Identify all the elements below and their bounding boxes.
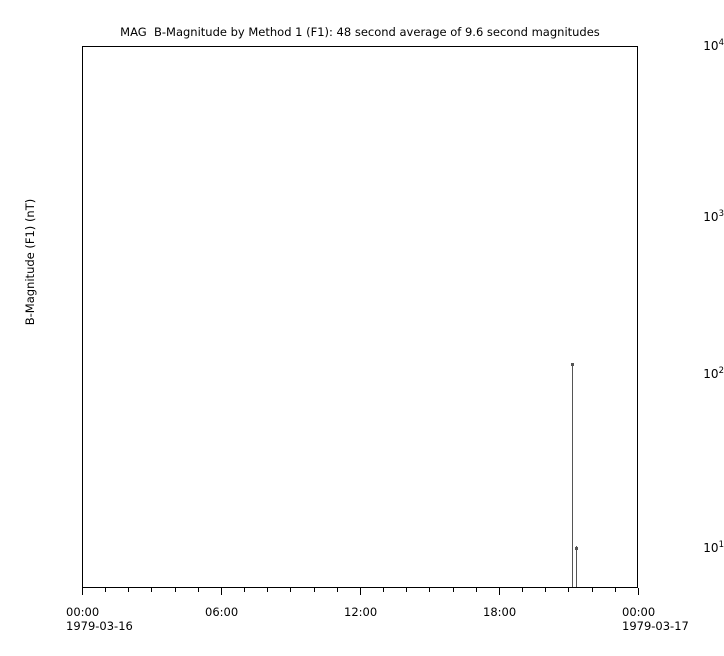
x-tick-minor (314, 588, 315, 592)
x-tick-minor (337, 588, 338, 592)
y-tick-label-10e3: 103 (703, 209, 724, 224)
data-point-marker-high (571, 363, 574, 366)
x-tick-major (360, 588, 361, 595)
x-tick-major (221, 588, 222, 595)
data-layer (83, 47, 637, 587)
data-spike-low (576, 546, 577, 587)
y-tick-label-10e4: 104 (703, 38, 724, 53)
y-tick-label-10e1: 101 (703, 540, 724, 555)
x-tick-label-1800: 18:00 (483, 605, 517, 619)
x-tick-minor (615, 588, 616, 592)
x-tick-minor (267, 588, 268, 592)
x-tick-minor (406, 588, 407, 592)
x-tick-label-0000-end: 00:00 (622, 605, 656, 619)
x-tick-minor (545, 588, 546, 592)
x-tick-minor (522, 588, 523, 592)
x-tick-minor (105, 588, 106, 592)
x-axis-end-date: 1979-03-17 (622, 619, 689, 633)
x-tick-major (499, 588, 500, 595)
x-tick-label-0600: 06:00 (205, 605, 239, 619)
x-tick-minor (128, 588, 129, 592)
x-tick-label-0000-start: 00:00 (66, 605, 100, 619)
x-tick-minor (175, 588, 176, 592)
x-tick-minor (476, 588, 477, 592)
x-tick-minor (429, 588, 430, 592)
data-point-marker-low (575, 547, 578, 550)
x-tick-label-1200: 12:00 (344, 605, 378, 619)
page-title: MAG B-Magnitude by Method 1 (F1): 48 sec… (120, 25, 600, 39)
x-tick-minor (244, 588, 245, 592)
data-spike-high (572, 363, 573, 587)
plot-area (82, 46, 638, 588)
x-tick-major (82, 588, 83, 595)
x-tick-major (638, 588, 639, 595)
x-tick-minor (151, 588, 152, 592)
x-tick-minor (290, 588, 291, 592)
x-tick-minor (592, 588, 593, 592)
x-tick-minor (198, 588, 199, 592)
y-axis-title: B-Magnitude (F1) (nT) (23, 198, 37, 326)
x-tick-minor (453, 588, 454, 592)
x-tick-minor (568, 588, 569, 592)
y-tick-label-10e2: 102 (703, 366, 724, 381)
x-axis-start-date: 1979-03-16 (66, 619, 133, 633)
x-tick-minor (383, 588, 384, 592)
